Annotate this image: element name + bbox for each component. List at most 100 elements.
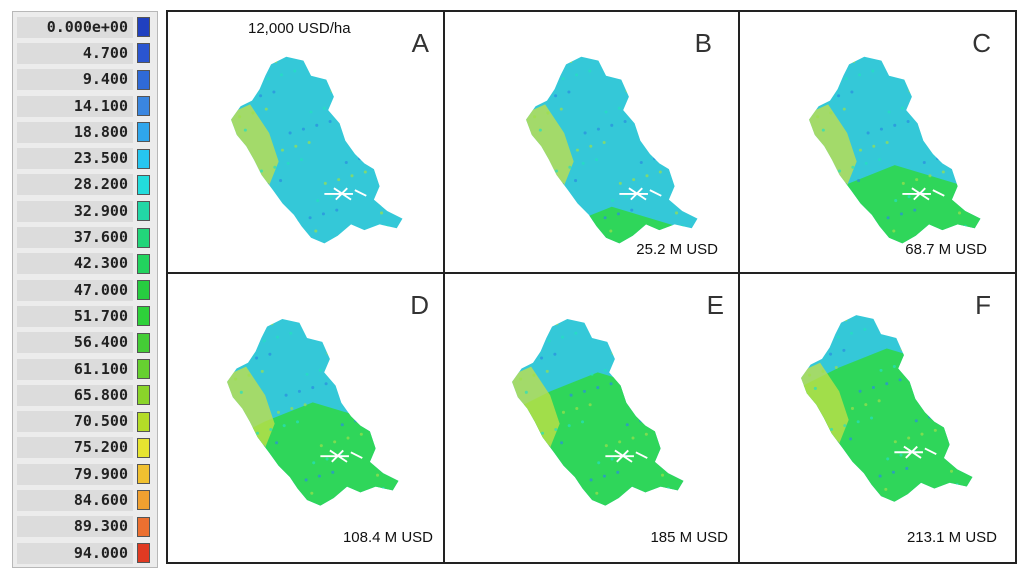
legend-value: 0.000e+00 bbox=[17, 16, 133, 38]
river-network bbox=[902, 187, 945, 201]
legend-row: 94.000 bbox=[17, 540, 157, 566]
river-network bbox=[324, 187, 367, 201]
legend-row: 65.800 bbox=[17, 382, 157, 408]
panel-b: B 25.2 M USD bbox=[443, 10, 740, 274]
panel-d: D 108.4 M USD bbox=[166, 272, 445, 564]
legend-color-swatch bbox=[137, 17, 150, 38]
legend-value: 79.900 bbox=[17, 463, 133, 485]
legend-value: 32.900 bbox=[17, 200, 133, 222]
panel-cost-label: 25.2 M USD bbox=[636, 241, 718, 258]
panel-c: C 68.7 M USD bbox=[738, 10, 1017, 274]
legend-value: 47.000 bbox=[17, 279, 133, 301]
panel-letter: A bbox=[411, 28, 429, 58]
legend-row: 75.200 bbox=[17, 435, 157, 461]
color-scale-legend: 0.000e+00 4.700 9.400 14.100 18.800 23.500 28.… bbox=[12, 11, 158, 568]
legend-value: 9.400 bbox=[17, 69, 133, 91]
region-map bbox=[809, 56, 981, 244]
legend-value: 14.100 bbox=[17, 95, 133, 117]
panel-e: E 185 M USD bbox=[443, 272, 740, 564]
protected-area-patch bbox=[227, 402, 399, 506]
river-network bbox=[605, 449, 648, 463]
legend-row: 79.900 bbox=[17, 461, 157, 487]
legend-color-swatch bbox=[137, 385, 150, 406]
region-map bbox=[526, 56, 698, 244]
legend-value: 37.600 bbox=[17, 227, 133, 249]
legend-row: 51.700 bbox=[17, 303, 157, 329]
legend-value: 65.800 bbox=[17, 384, 133, 406]
panel-cost-label: 68.7 M USD bbox=[905, 241, 987, 258]
legend-value: 42.300 bbox=[17, 253, 133, 275]
legend-value: 94.000 bbox=[17, 542, 133, 564]
high-value-band bbox=[801, 362, 849, 449]
legend-row: 70.500 bbox=[17, 408, 157, 434]
panel-letter: E bbox=[706, 290, 724, 320]
legend-color-swatch bbox=[137, 227, 150, 248]
legend-row: 18.800 bbox=[17, 119, 157, 145]
legend-row: 0.000e+00 bbox=[17, 14, 157, 40]
legend-value: 70.500 bbox=[17, 411, 133, 433]
legend-row: 9.400 bbox=[17, 67, 157, 93]
legend-value: 89.300 bbox=[17, 516, 133, 538]
legend-value: 18.800 bbox=[17, 121, 133, 143]
region-base bbox=[231, 56, 403, 244]
river-network bbox=[320, 449, 363, 463]
legend-row: 89.300 bbox=[17, 514, 157, 540]
legend-row: 84.600 bbox=[17, 487, 157, 513]
legend-value: 4.700 bbox=[17, 42, 133, 64]
legend-color-swatch bbox=[137, 464, 150, 485]
river-network bbox=[894, 445, 937, 459]
panel-f: F 213.1 M USD bbox=[738, 272, 1017, 564]
protected-area-patch bbox=[809, 165, 981, 244]
panel-a: A 12,000 USD/ha bbox=[166, 10, 445, 274]
legend-row: 14.100 bbox=[17, 93, 157, 119]
legend-color-swatch bbox=[137, 43, 150, 64]
legend-value: 84.600 bbox=[17, 489, 133, 511]
legend-color-swatch bbox=[137, 253, 150, 274]
high-value-band bbox=[512, 366, 560, 453]
panel-letter: F bbox=[975, 290, 991, 320]
region-map bbox=[801, 315, 973, 502]
legend-value: 51.700 bbox=[17, 305, 133, 327]
protected-area-patch bbox=[526, 206, 698, 244]
region-map bbox=[231, 56, 403, 244]
region-map bbox=[512, 319, 684, 506]
legend-value: 56.400 bbox=[17, 332, 133, 354]
legend-color-swatch bbox=[137, 490, 150, 511]
high-value-band bbox=[526, 104, 574, 191]
legend-color-swatch bbox=[137, 280, 150, 301]
legend-color-swatch bbox=[137, 201, 150, 222]
legend-row: 42.300 bbox=[17, 251, 157, 277]
legend-value: 23.500 bbox=[17, 148, 133, 170]
panel-letter: B bbox=[694, 28, 712, 58]
legend-color-swatch bbox=[137, 437, 150, 458]
legend-row: 56.400 bbox=[17, 330, 157, 356]
panel-cost-label: 185 M USD bbox=[650, 529, 728, 546]
legend-row: 37.600 bbox=[17, 224, 157, 250]
legend-row: 23.500 bbox=[17, 145, 157, 171]
legend-value: 75.200 bbox=[17, 437, 133, 459]
legend-value: 61.100 bbox=[17, 358, 133, 380]
legend-row: 28.200 bbox=[17, 172, 157, 198]
legend-color-swatch bbox=[137, 543, 150, 564]
panel-cost-label: 213.1 M USD bbox=[906, 529, 997, 546]
legend-color-swatch bbox=[137, 332, 150, 353]
legend-row: 61.100 bbox=[17, 356, 157, 382]
legend-row: 4.700 bbox=[17, 40, 157, 66]
legend-color-swatch bbox=[137, 96, 150, 117]
legend-row: 32.900 bbox=[17, 198, 157, 224]
legend-color-swatch bbox=[137, 306, 150, 327]
high-value-band bbox=[227, 366, 275, 453]
panel-cost-label: 108.4 M USD bbox=[342, 529, 433, 546]
legend-color-swatch bbox=[137, 122, 150, 143]
legend-color-swatch bbox=[137, 516, 150, 537]
legend-color-swatch bbox=[137, 69, 150, 90]
legend-color-swatch bbox=[137, 411, 150, 432]
panel-letter: D bbox=[410, 290, 429, 320]
legend-row: 47.000 bbox=[17, 277, 157, 303]
region-map bbox=[227, 319, 399, 506]
legend-value: 28.200 bbox=[17, 174, 133, 196]
panel-letter: C bbox=[972, 28, 991, 58]
high-value-band bbox=[809, 104, 857, 191]
panel-unit-cost-label: 12,000 USD/ha bbox=[248, 20, 351, 37]
